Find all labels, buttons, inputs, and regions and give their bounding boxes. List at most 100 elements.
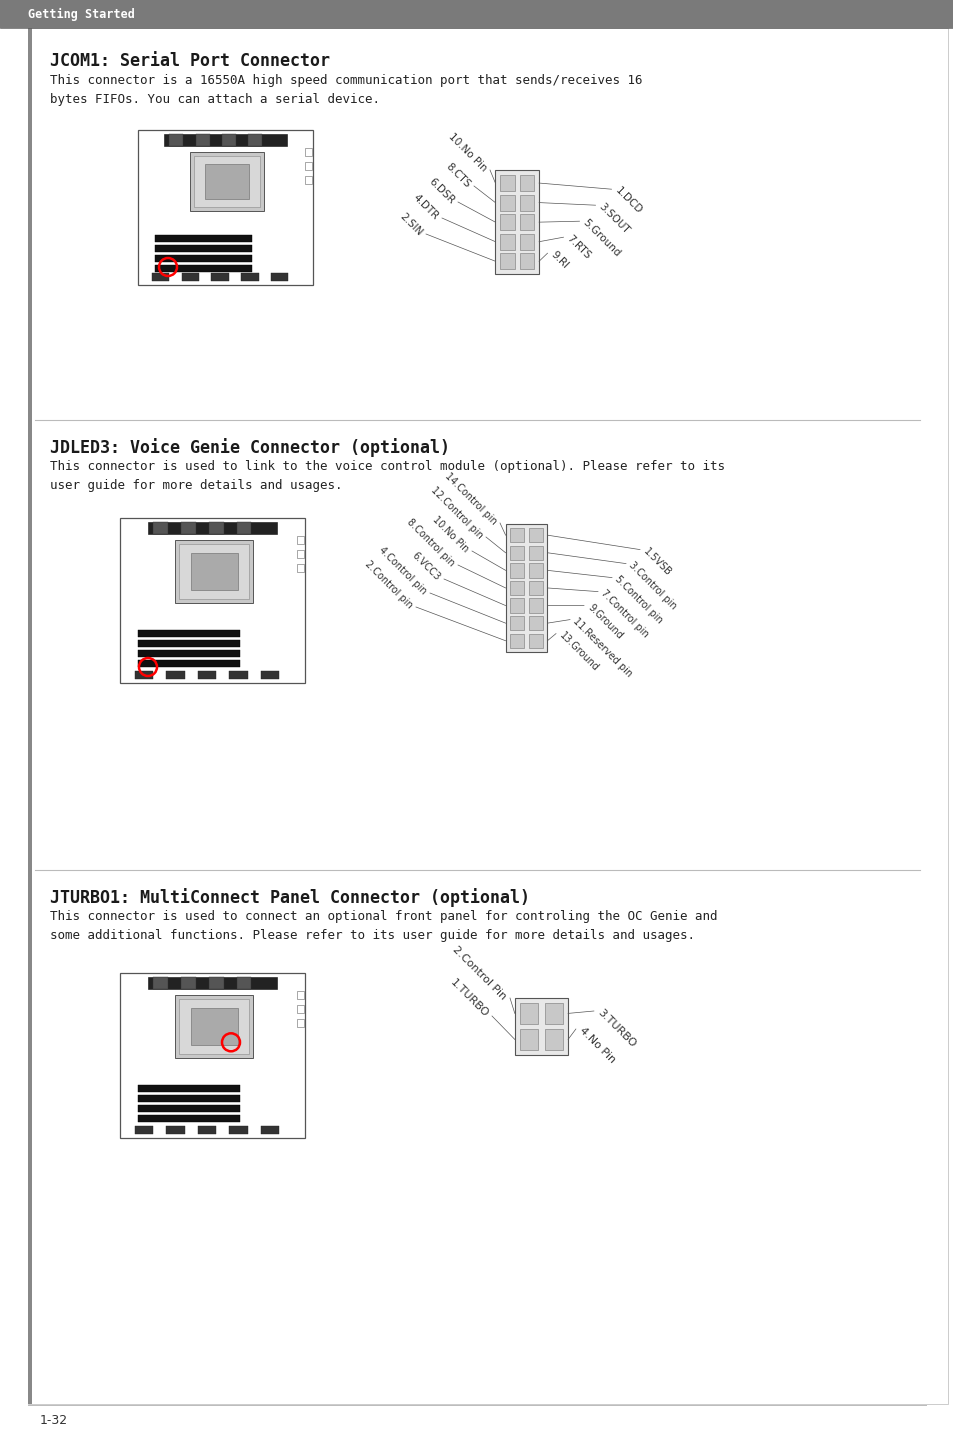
Bar: [519, 195, 534, 211]
Bar: [296, 536, 304, 544]
Bar: [191, 1008, 237, 1045]
Bar: [236, 977, 251, 990]
Bar: [499, 175, 515, 190]
Bar: [296, 991, 304, 1000]
Bar: [28, 29, 32, 1403]
Text: 8.Control pin: 8.Control pin: [405, 517, 456, 569]
Text: 7.Control pin: 7.Control pin: [598, 589, 650, 640]
Bar: [241, 274, 258, 281]
Bar: [222, 135, 235, 146]
Bar: [260, 1126, 279, 1134]
Bar: [155, 265, 252, 272]
Bar: [155, 235, 252, 242]
Bar: [499, 233, 515, 249]
Text: 6.DSR: 6.DSR: [427, 176, 456, 206]
Bar: [148, 977, 277, 990]
Bar: [152, 274, 170, 281]
Bar: [510, 581, 524, 596]
Bar: [510, 633, 524, 647]
Bar: [248, 135, 262, 146]
Bar: [296, 1020, 304, 1027]
Bar: [296, 550, 304, 558]
Text: 4.Control pin: 4.Control pin: [376, 546, 428, 597]
Bar: [510, 599, 524, 613]
Bar: [155, 255, 252, 262]
Text: 13.Ground: 13.Ground: [557, 630, 600, 673]
Bar: [155, 245, 252, 252]
Text: 7.RTS: 7.RTS: [564, 233, 592, 262]
Bar: [179, 544, 249, 599]
Bar: [528, 581, 542, 596]
Text: 10.No Pin: 10.No Pin: [430, 514, 470, 554]
Bar: [179, 1000, 249, 1054]
Bar: [138, 650, 240, 657]
Bar: [528, 563, 542, 577]
Text: JDLED3: Voice Genie Connector (optional): JDLED3: Voice Genie Connector (optional): [50, 438, 450, 457]
Bar: [499, 253, 515, 269]
Bar: [519, 1030, 537, 1050]
Bar: [138, 1116, 240, 1123]
Text: 2.Control pin: 2.Control pin: [363, 558, 415, 610]
Text: 9.Ground: 9.Ground: [585, 601, 623, 642]
Bar: [209, 523, 223, 534]
Bar: [182, 274, 199, 281]
Text: This connector is used to connect an optional front panel for controling the OC : This connector is used to connect an opt…: [50, 909, 717, 942]
Bar: [120, 972, 305, 1138]
Bar: [260, 672, 279, 679]
Text: 1.DCD: 1.DCD: [613, 186, 643, 216]
Text: 3.Control pin: 3.Control pin: [627, 560, 679, 611]
Bar: [505, 524, 547, 653]
Text: 3.SOUT: 3.SOUT: [597, 202, 631, 236]
Bar: [499, 215, 515, 231]
Bar: [495, 170, 538, 274]
Bar: [499, 195, 515, 211]
Bar: [305, 176, 312, 183]
Bar: [194, 156, 260, 206]
Bar: [528, 633, 542, 647]
Bar: [236, 523, 251, 534]
Bar: [528, 599, 542, 613]
Text: 2.Control Pin: 2.Control Pin: [451, 944, 508, 1001]
Bar: [148, 523, 277, 534]
Bar: [544, 1002, 562, 1024]
Text: 4.No Pin: 4.No Pin: [577, 1025, 617, 1065]
Bar: [528, 616, 542, 630]
Bar: [181, 977, 195, 990]
Bar: [519, 1002, 537, 1024]
Text: This connector is used to link to the voice control module (optional). Please re: This connector is used to link to the vo…: [50, 460, 724, 493]
Bar: [519, 215, 534, 231]
Bar: [120, 518, 305, 683]
Text: 9.RI: 9.RI: [548, 249, 570, 271]
Bar: [138, 1095, 240, 1103]
Bar: [138, 630, 240, 637]
Text: 1.TURBO: 1.TURBO: [448, 978, 490, 1020]
Text: 5.Control pin: 5.Control pin: [613, 574, 664, 626]
Bar: [164, 135, 287, 146]
Bar: [166, 1126, 185, 1134]
Bar: [138, 660, 240, 667]
Text: 5.Ground: 5.Ground: [580, 218, 621, 259]
Bar: [528, 528, 542, 543]
Bar: [296, 564, 304, 571]
Bar: [191, 553, 237, 590]
Bar: [229, 1126, 248, 1134]
Bar: [195, 135, 210, 146]
Text: 3.TURBO: 3.TURBO: [595, 1008, 637, 1050]
Bar: [138, 640, 240, 647]
Bar: [209, 977, 223, 990]
Bar: [305, 147, 312, 156]
Bar: [153, 977, 168, 990]
Text: 6.VCC3: 6.VCC3: [410, 550, 442, 583]
Text: Getting Started: Getting Started: [28, 7, 134, 20]
Bar: [205, 163, 249, 199]
Bar: [138, 1085, 240, 1093]
Bar: [271, 274, 288, 281]
Bar: [515, 998, 567, 1055]
Text: 14.Control pin: 14.Control pin: [442, 471, 498, 527]
Bar: [138, 1106, 240, 1113]
Bar: [305, 162, 312, 170]
Text: 10.No Pin: 10.No Pin: [446, 132, 488, 173]
Bar: [229, 672, 248, 679]
Text: JCOM1: Serial Port Connector: JCOM1: Serial Port Connector: [50, 52, 330, 70]
Bar: [153, 523, 168, 534]
